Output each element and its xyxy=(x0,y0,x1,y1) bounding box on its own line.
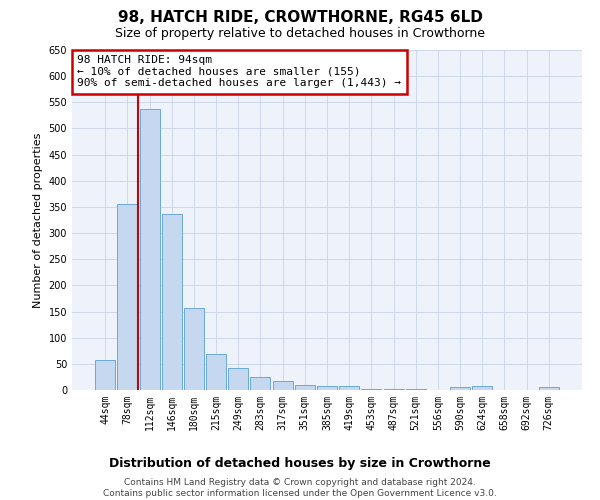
Text: 98, HATCH RIDE, CROWTHORNE, RG45 6LD: 98, HATCH RIDE, CROWTHORNE, RG45 6LD xyxy=(118,10,482,25)
Bar xyxy=(295,386,315,390)
Bar xyxy=(472,386,492,390)
Bar xyxy=(406,389,426,390)
Text: Distribution of detached houses by size in Crowthorne: Distribution of detached houses by size … xyxy=(109,458,491,470)
Bar xyxy=(450,388,470,390)
Bar xyxy=(118,204,137,390)
Bar xyxy=(361,389,382,390)
Y-axis label: Number of detached properties: Number of detached properties xyxy=(33,132,43,308)
Bar xyxy=(140,109,160,390)
Bar xyxy=(184,308,204,390)
Bar xyxy=(250,377,271,390)
Bar xyxy=(317,386,337,390)
Bar xyxy=(95,360,115,390)
Text: Contains HM Land Registry data © Crown copyright and database right 2024.
Contai: Contains HM Land Registry data © Crown c… xyxy=(103,478,497,498)
Bar xyxy=(228,368,248,390)
Bar xyxy=(339,386,359,390)
Text: 98 HATCH RIDE: 94sqm
← 10% of detached houses are smaller (155)
90% of semi-deta: 98 HATCH RIDE: 94sqm ← 10% of detached h… xyxy=(77,55,401,88)
Bar xyxy=(206,354,226,390)
Bar xyxy=(383,389,404,390)
Bar xyxy=(272,380,293,390)
Bar xyxy=(539,388,559,390)
Text: Size of property relative to detached houses in Crowthorne: Size of property relative to detached ho… xyxy=(115,28,485,40)
Bar xyxy=(162,214,182,390)
